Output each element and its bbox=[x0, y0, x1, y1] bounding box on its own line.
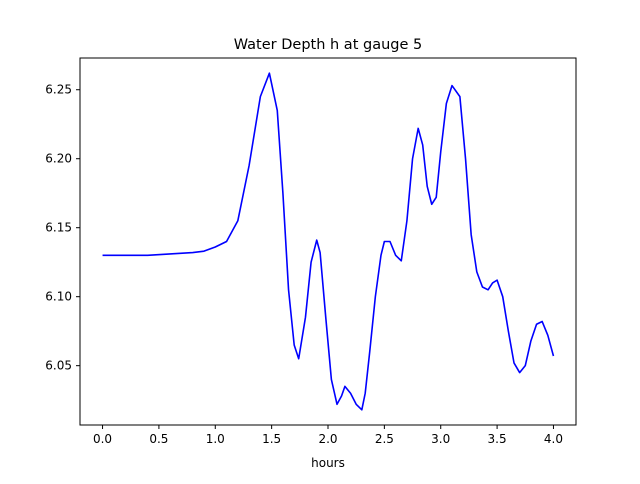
x-tick-label: 2.0 bbox=[318, 432, 337, 446]
y-tick-label: 6.25 bbox=[45, 83, 72, 97]
chart-title: Water Depth h at gauge 5 bbox=[234, 37, 422, 53]
y-tick-label: 6.20 bbox=[45, 152, 72, 166]
x-axis-label: hours bbox=[311, 456, 345, 470]
x-tick-label: 1.0 bbox=[206, 432, 225, 446]
y-tick-label: 6.10 bbox=[45, 290, 72, 304]
x-tick-label: 0.5 bbox=[149, 432, 168, 446]
x-tick-label: 4.0 bbox=[544, 432, 563, 446]
x-tick-label: 3.5 bbox=[488, 432, 507, 446]
series-line-0 bbox=[102, 72, 555, 411]
x-tick-label: 3.0 bbox=[431, 432, 450, 446]
y-tick-label: 6.05 bbox=[45, 359, 72, 373]
x-tick-label: 1.5 bbox=[262, 432, 281, 446]
y-tick-label: 6.15 bbox=[45, 221, 72, 235]
x-tick-label: 2.5 bbox=[375, 432, 394, 446]
x-tick-label: 0.0 bbox=[93, 432, 112, 446]
